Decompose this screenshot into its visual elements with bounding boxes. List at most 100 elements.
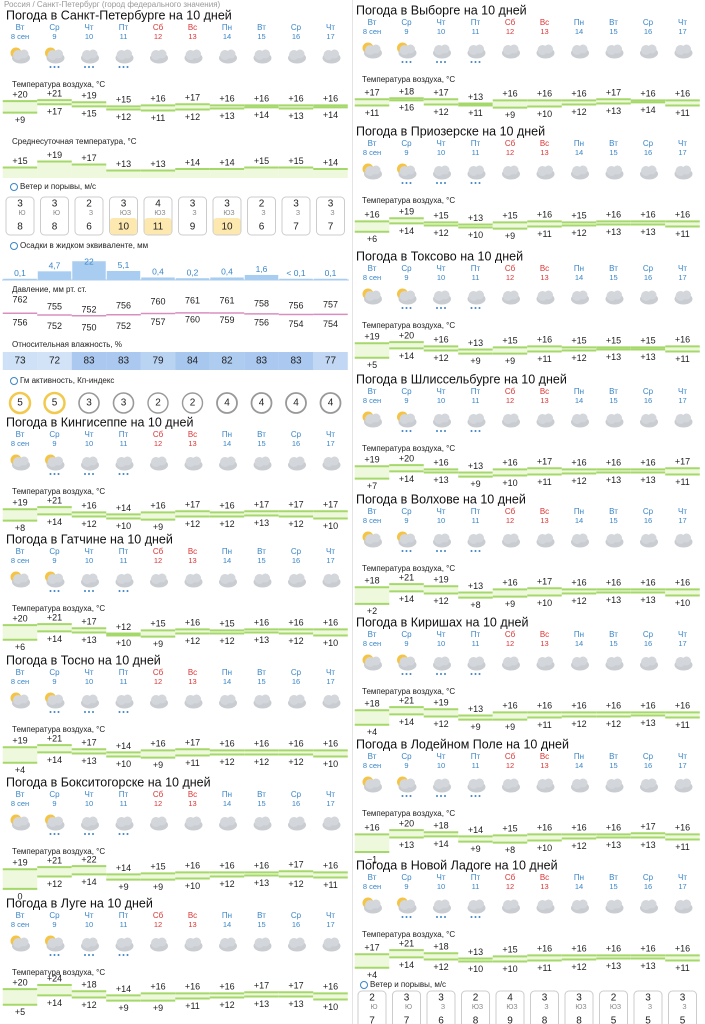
temp-max: +16 xyxy=(675,701,690,711)
temp-band xyxy=(37,507,72,515)
date: 10 xyxy=(437,396,445,405)
day-name: Пн xyxy=(222,790,232,799)
cloud xyxy=(88,694,98,704)
temp-max: +16 xyxy=(606,578,621,588)
temp-band xyxy=(354,710,390,725)
temp-band xyxy=(37,100,72,105)
date: 10 xyxy=(437,516,445,525)
cloud xyxy=(54,937,63,947)
rain-drop xyxy=(401,673,404,675)
wind-speed: 2 xyxy=(86,199,92,210)
temp-min: +12 xyxy=(219,757,234,767)
rain-drop xyxy=(478,61,481,63)
temp-max: +16 xyxy=(219,94,234,104)
rain-drop xyxy=(122,833,125,835)
kp-value: 3 xyxy=(86,398,92,409)
day-name: Ср xyxy=(643,139,654,148)
day-name: Вс xyxy=(188,23,197,32)
temp-max: +15 xyxy=(502,336,517,346)
rain-drop xyxy=(53,711,56,713)
weather-icon xyxy=(605,533,624,548)
temp-max: +17 xyxy=(433,88,448,98)
weather-icon xyxy=(502,656,520,671)
rain-drop xyxy=(405,550,408,552)
weather-icon xyxy=(253,937,272,952)
cloud xyxy=(261,694,270,704)
precip-bar xyxy=(175,278,210,280)
temp-min: +12 xyxy=(571,228,586,238)
temp-band xyxy=(665,589,700,596)
cloud xyxy=(192,456,201,466)
mean-temp: +15 xyxy=(288,156,303,166)
day-name: Ср xyxy=(401,507,412,516)
date: 15 xyxy=(257,439,265,448)
temp-band xyxy=(278,629,314,634)
day-name: Чт xyxy=(437,630,446,639)
wind-speed: 3 xyxy=(293,199,299,210)
weather-icon xyxy=(10,935,30,952)
rain-drop xyxy=(474,182,477,184)
cloud xyxy=(509,533,519,543)
breadcrumb[interactable]: Россия / Санкт-Петербург (город федераль… xyxy=(4,0,221,9)
cloud xyxy=(406,899,415,909)
wind-box xyxy=(668,990,697,1024)
temp-band xyxy=(140,105,176,111)
temp-min: +10 xyxy=(185,881,200,891)
rain-drop xyxy=(440,916,442,918)
mean-temp: +13 xyxy=(116,159,131,169)
cloud xyxy=(406,413,415,423)
temp-band xyxy=(527,588,562,596)
temp-min: +11 xyxy=(365,108,380,118)
temp-min: +13 xyxy=(606,227,621,237)
temp-band xyxy=(175,629,210,634)
day-name: Пн xyxy=(574,507,584,516)
rain-drop xyxy=(84,473,86,475)
temp-max: +13 xyxy=(468,213,483,223)
rain-drop xyxy=(84,590,86,592)
wind-box xyxy=(281,196,311,236)
temp-label: Температура воздуха, °С xyxy=(362,809,455,818)
temp-band xyxy=(71,749,107,754)
temp-max: +14 xyxy=(116,984,131,994)
temp-min: +13 xyxy=(640,227,655,237)
temp-max: +12 xyxy=(116,622,131,632)
date: 15 xyxy=(257,32,265,41)
temp-min: +10 xyxy=(323,759,338,769)
temp-min: +12 xyxy=(433,962,448,972)
temp-band xyxy=(209,872,245,877)
weather-icon xyxy=(362,531,382,548)
temp-label: Температура воздуха, °С xyxy=(362,196,455,205)
temp-min: +10 xyxy=(468,230,483,240)
temp-max: +16 xyxy=(364,823,379,833)
weather-icon xyxy=(605,165,624,180)
day-name: Вт xyxy=(257,23,266,32)
wind-speed: 3 xyxy=(680,993,686,1004)
temp-band xyxy=(665,100,700,106)
temp-band xyxy=(175,749,210,756)
temp-band xyxy=(492,712,528,720)
temp-min: +12 xyxy=(571,476,586,486)
day-name: Ср xyxy=(49,23,60,32)
date: 13 xyxy=(188,439,196,448)
weather-icon xyxy=(10,814,30,831)
precip-value: 0,4 xyxy=(152,267,164,277)
precip-value: 0,4 xyxy=(221,267,233,277)
weather-icon xyxy=(362,163,382,180)
temp-max: +16 xyxy=(675,210,690,220)
temp-band xyxy=(313,750,348,757)
wind-dir: З xyxy=(648,1004,652,1011)
date: 12 xyxy=(154,920,162,929)
date: 14 xyxy=(223,677,231,686)
day-name: Вс xyxy=(188,911,197,920)
weather-icon xyxy=(502,165,520,180)
temp-max: +16 xyxy=(606,823,621,833)
cloud xyxy=(261,456,270,466)
temp-max: +16 xyxy=(640,701,655,711)
day-name: Чт xyxy=(85,790,94,799)
day-name: Ср xyxy=(643,752,654,761)
temp-min: +13 xyxy=(606,961,621,971)
temp-band xyxy=(561,712,597,717)
temp-label: Температура воздуха, °С xyxy=(362,321,455,330)
day-name: Сб xyxy=(505,507,516,516)
day-name: Вт xyxy=(16,23,25,32)
